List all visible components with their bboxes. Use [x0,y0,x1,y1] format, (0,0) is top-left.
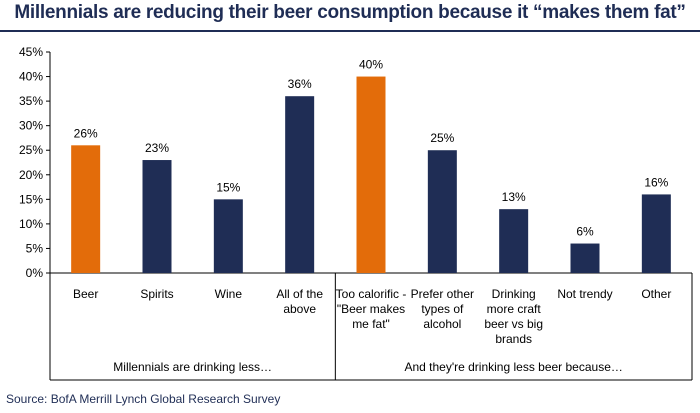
y-tick-label: 30% [19,119,43,133]
bar [641,194,671,273]
title-rule [0,30,700,32]
y-tick-label: 45% [19,45,43,59]
x-tick-label: Not trendy [557,287,612,301]
bar [71,145,101,273]
x-tick-label: types of [421,302,464,316]
x-tick-label: brands [495,332,532,346]
bar [142,160,172,273]
data-label: 6% [576,225,594,239]
data-label: 15% [216,180,240,194]
bar [427,150,457,273]
x-tick-label: All of the [276,287,323,301]
bar [285,96,315,273]
x-tick-label: Beer [73,287,98,301]
y-tick-label: 40% [19,70,43,84]
data-label: 23% [145,141,169,155]
data-label: 16% [644,175,668,189]
data-label: 40% [359,58,383,72]
y-tick-label: 25% [19,143,43,157]
bar [499,209,529,273]
x-tick-label: above [283,302,316,316]
x-tick-label: Wine [215,287,243,301]
x-tick-label: more craft [487,302,542,316]
y-tick-label: 15% [19,192,43,206]
x-tick-label: Prefer other [411,287,474,301]
x-tick-label: Other [641,287,671,301]
x-tick-label: Spirits [140,287,173,301]
y-tick-label: 10% [19,217,43,231]
bar [356,76,386,273]
y-tick-label: 35% [19,94,43,108]
x-tick-label: beer vs big [484,317,543,331]
x-tick-label: Too calorific - [336,287,407,301]
y-tick-label: 0% [26,266,44,280]
chart-title: Millennials are reducing their beer cons… [14,2,686,23]
y-tick-label: 20% [19,168,43,182]
group-label: And they're drinking less beer because… [404,360,622,374]
x-tick-label: "Beer makes [337,302,405,316]
group-label: Millennials are drinking less… [113,360,272,374]
y-tick-label: 5% [26,241,44,255]
data-label: 36% [288,77,312,91]
x-tick-label: Drinking [492,287,536,301]
x-tick-label: alcohol [423,317,461,331]
source-note: Source: BofA Merrill Lynch Global Resear… [6,392,281,406]
bar [570,243,600,273]
x-tick-label: me fat" [352,317,390,331]
bar [213,199,243,273]
data-label: 25% [430,131,454,145]
data-label: 26% [74,126,98,140]
data-label: 13% [502,190,526,204]
